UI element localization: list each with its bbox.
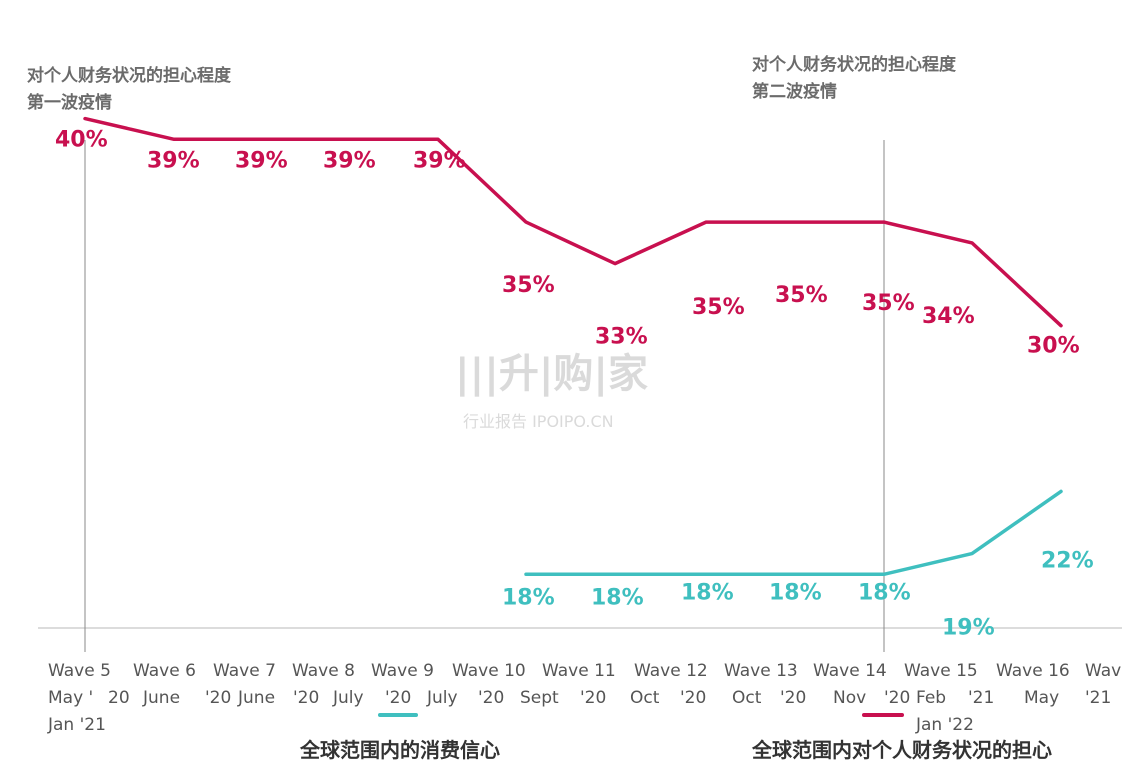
x-tick-label-29: Feb (916, 688, 946, 708)
x-tick-label-10: '20 (293, 688, 319, 708)
worry-data-label-4: 39% (323, 148, 376, 173)
legend-label-worry: 全球范围内对个人财务状况的担心 (752, 738, 1052, 762)
x-tick-label-4: Wave 6 (133, 661, 196, 681)
second-wave-annotation-line2: 第二波疫情 (752, 82, 837, 102)
x-tick-label-31: '21 (968, 688, 994, 708)
worry-data-label-6: 35% (502, 273, 555, 298)
legend-label-consumer: 全球范围内的消费信心 (300, 738, 500, 762)
worry-data-label-8: 35% (692, 295, 745, 320)
x-tick-label-12: Wave 9 (371, 661, 434, 681)
x-tick-label-23: Oct (732, 688, 762, 708)
x-tick-label-5: June (142, 688, 180, 708)
consumer-series-line (524, 489, 1063, 577)
x-tick-label-37: Jan '22 (915, 715, 974, 735)
x-tick-label-35: Wav (1085, 661, 1121, 681)
x-tick-label-18: Wave 11 (542, 661, 616, 681)
legend-swatch-consumer (378, 713, 418, 717)
x-tick-label-21: Wave 12 (634, 661, 708, 681)
consumer-data-label-12: 22% (1041, 548, 1094, 573)
x-tick-label-36: Jan '21 (47, 715, 106, 735)
worry-series-line (83, 116, 1063, 328)
x-tick-label-27: Wave 14 (813, 661, 887, 681)
x-tick-label-26: Nov (833, 688, 866, 708)
x-tick-label-34: '21 (1085, 688, 1111, 708)
consumer-data-label-8: 18% (681, 580, 734, 605)
x-tick-label-7: Wave 7 (213, 661, 276, 681)
worry-data-label-10: 35% (862, 291, 915, 316)
worry-data-label-7: 33% (595, 325, 648, 350)
consumer-data-label-7: 18% (591, 585, 644, 610)
x-tick-label-8: June (237, 688, 275, 708)
x-tick-label-13: '20 (385, 688, 411, 708)
watermark-brand: |||升|购|家 (455, 351, 649, 397)
first-wave-annotation-line2: 第一波疫情 (27, 93, 112, 113)
worry-data-label-5: 39% (413, 148, 466, 173)
worry-data-label-12: 30% (1027, 334, 1080, 359)
worry-data-label-2: 39% (147, 148, 200, 173)
first-wave-annotation: 对个人财务状况的担心程度 第一波疫情 (27, 63, 231, 117)
consumer-data-label-9: 18% (769, 580, 822, 605)
x-tick-label-3: 20 (108, 688, 130, 708)
x-tick-label-2: May ' (48, 688, 93, 708)
worry-data-label-9: 35% (775, 283, 828, 308)
x-tick-label-24: Wave 13 (724, 661, 798, 681)
x-tick-label-1: Wave 5 (48, 661, 111, 681)
x-tick-label-33: Wave 16 (996, 661, 1070, 681)
x-tick-label-15: Wave 10 (452, 661, 526, 681)
x-tick-label-19: '20 (580, 688, 606, 708)
x-tick-label-17: Sept (520, 688, 559, 708)
x-tick-label-25: '20 (780, 688, 806, 708)
x-tick-label-14: July (426, 688, 458, 708)
x-tick-label-6: '20 (205, 688, 231, 708)
second-wave-annotation: 对个人财务状况的担心程度 第二波疫情 (752, 52, 956, 106)
watermark-subtext: 行业报告 IPOIPO.CN (463, 412, 614, 431)
first-wave-annotation-line1: 对个人财务状况的担心程度 (27, 66, 231, 86)
worry-data-label-1: 40% (55, 128, 108, 153)
x-tick-label-28: '20 (884, 688, 910, 708)
legend-swatch-worry (862, 713, 904, 717)
worry-data-label-3: 39% (235, 148, 288, 173)
x-tick-label-20: Oct (630, 688, 660, 708)
x-tick-label-16: '20 (478, 688, 504, 708)
x-tick-label-30: Wave 15 (904, 661, 978, 681)
x-tick-label-9: Wave 8 (292, 661, 355, 681)
second-wave-annotation-line1: 对个人财务状况的担心程度 (752, 55, 956, 75)
consumer-data-label-11: 19% (942, 616, 995, 641)
consumer-data-label-10: 18% (858, 580, 911, 605)
consumer-data-label-6: 18% (502, 585, 555, 610)
worry-data-label-11: 34% (922, 304, 975, 329)
x-tick-label-11: July (332, 688, 364, 708)
x-tick-label-32: May (1024, 688, 1059, 708)
x-tick-label-22: '20 (680, 688, 706, 708)
